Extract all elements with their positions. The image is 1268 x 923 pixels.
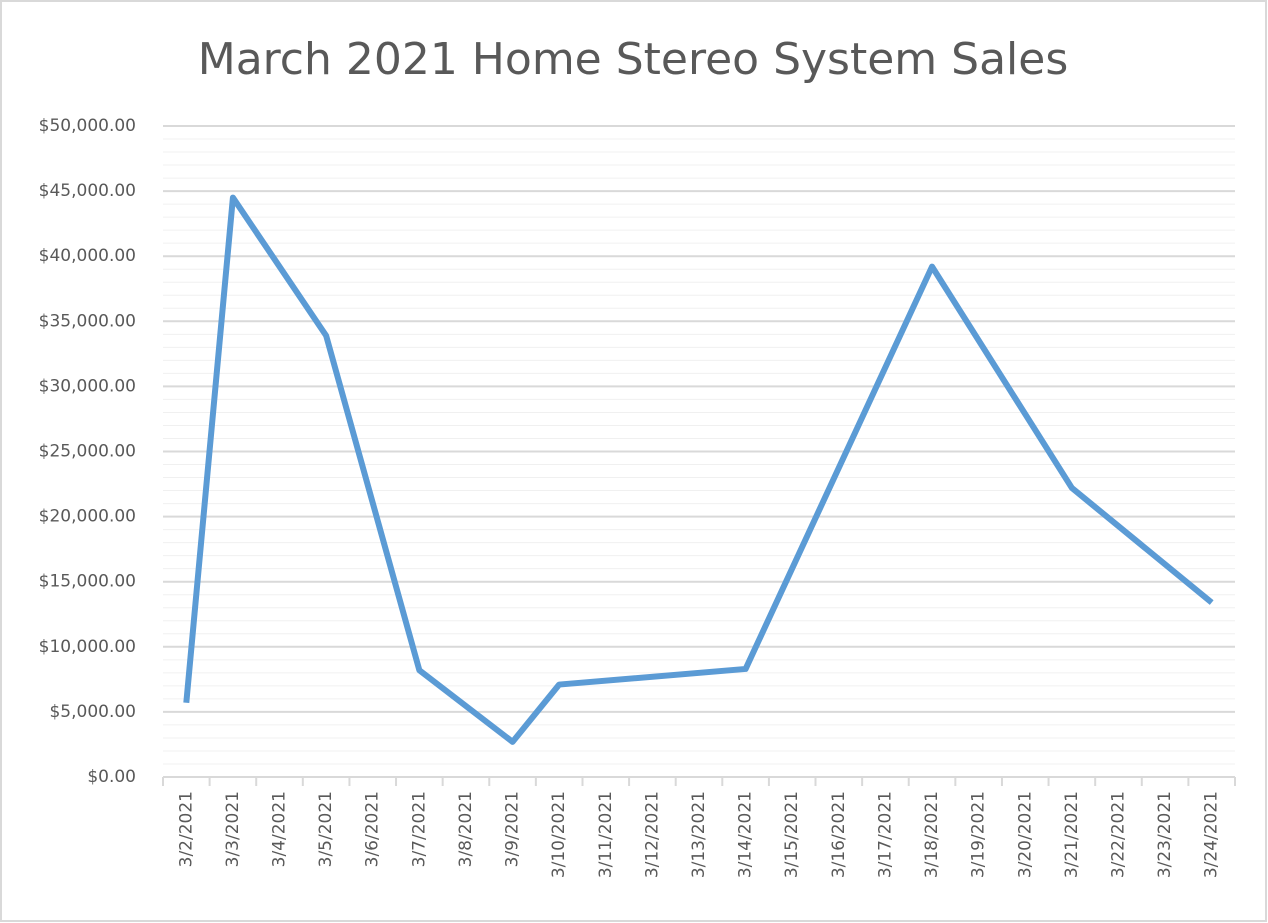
y-tick-label: $40,000.00 (39, 246, 136, 266)
x-tick-label: 3/17/2021 (875, 791, 895, 878)
x-tick-label: 3/24/2021 (1202, 791, 1222, 878)
x-tick-label: 3/9/2021 (503, 791, 523, 867)
x-tick-label: 3/18/2021 (922, 791, 942, 878)
x-tick-label: 3/3/2021 (223, 791, 243, 867)
x-tick-label: 3/15/2021 (782, 791, 802, 878)
x-tick-label: 3/13/2021 (689, 791, 709, 878)
x-tick-label: 3/23/2021 (1155, 791, 1175, 878)
y-tick-label: $0.00 (87, 767, 136, 787)
x-tick-label: 3/7/2021 (409, 791, 429, 867)
chart-title: March 2021 Home Stereo System Sales (198, 34, 1069, 85)
x-tick-label: 3/2/2021 (176, 791, 196, 867)
x-tick-label: 3/6/2021 (363, 791, 383, 867)
x-tick-label: 3/16/2021 (829, 791, 849, 878)
y-tick-label: $30,000.00 (39, 376, 136, 396)
x-tick-label: 3/12/2021 (642, 791, 662, 878)
y-tick-label: $10,000.00 (39, 637, 136, 657)
y-tick-label: $50,000.00 (39, 116, 136, 136)
x-tick-label: 3/4/2021 (270, 791, 290, 867)
x-tick-label: 3/14/2021 (736, 791, 756, 878)
x-tick-label: 3/8/2021 (456, 791, 476, 867)
y-tick-label: $15,000.00 (39, 572, 136, 592)
y-tick-label: $20,000.00 (39, 507, 136, 527)
x-tick-label: 3/21/2021 (1062, 791, 1082, 878)
y-tick-label: $45,000.00 (39, 181, 136, 201)
x-tick-label: 3/19/2021 (969, 791, 989, 878)
data-line (183, 194, 1214, 745)
y-tick-label: $25,000.00 (39, 442, 136, 462)
x-tick-label: 3/10/2021 (549, 791, 569, 878)
y-tick-label: $5,000.00 (49, 702, 136, 722)
x-tick-label: 3/20/2021 (1015, 791, 1035, 878)
x-tick-label: 3/22/2021 (1108, 791, 1128, 878)
x-tick-label: 3/11/2021 (596, 791, 616, 878)
y-tick-label: $35,000.00 (39, 311, 136, 331)
x-tick-label: 3/5/2021 (316, 791, 336, 867)
